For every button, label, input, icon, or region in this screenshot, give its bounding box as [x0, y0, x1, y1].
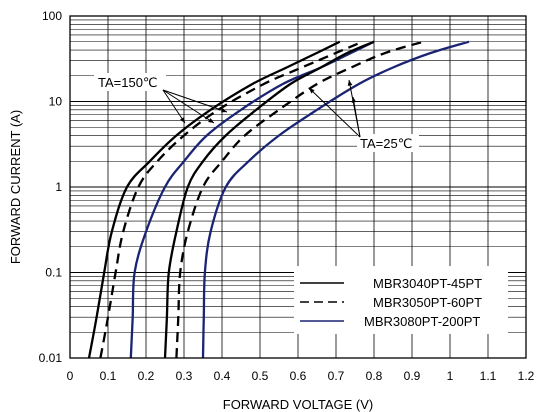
arrow-head [351, 97, 357, 103]
x-tick-label: 0.7 [328, 369, 345, 383]
arrow-head [309, 88, 315, 94]
legend-label-mbr3050: MBR3050PT-60PT [373, 295, 482, 310]
series-line [99, 40, 364, 359]
arrow-line [308, 87, 361, 138]
x-tick-label: 0.5 [252, 369, 269, 383]
annotation-ta25: TA=25℃ [357, 134, 419, 152]
legend-label-mbr3080: MBR3080PT-200PT [364, 314, 480, 329]
plot-frame [69, 15, 527, 359]
x-tick-label: 1.2 [518, 369, 535, 383]
x-tick-label: 0.1 [100, 369, 117, 383]
legend-label-mbr3040: MBR3040PT-45PT [373, 276, 482, 291]
x-tick-label: 0.4 [214, 369, 231, 383]
y-tick-label: 100 [42, 9, 62, 23]
tick-labels: 0 0.1 0.2 0.3 0.4 0.5 0.6 0.7 0.8 0.9 1 1.1 1.2 0.01 0… [39, 9, 535, 383]
series-line [175, 40, 424, 359]
series-line [163, 40, 375, 359]
x-axis-label: FORWARD VOLTAGE (V) [223, 397, 373, 412]
legend-box [294, 266, 508, 334]
x-tick-label: 0.9 [404, 369, 421, 383]
annotation-ta150-text: TA=150℃ [98, 75, 158, 90]
arrow-line [162, 89, 228, 113]
y-tick-label: 10 [49, 95, 63, 109]
y-tick-label: 0.1 [45, 266, 62, 280]
annotation-ta150: TA=150℃ [94, 73, 166, 91]
x-tick-label: 0.8 [366, 369, 383, 383]
x-tick-label: 0.6 [290, 369, 307, 383]
curves [87, 40, 470, 359]
annotation-arrows [162, 79, 361, 138]
arrow-head [208, 118, 214, 123]
arrow-line [352, 96, 361, 138]
x-tick-label: 0.2 [138, 369, 155, 383]
annotation-ta25-text: TA=25℃ [360, 136, 412, 151]
arrow-line [162, 89, 215, 124]
x-tick-label: 1 [447, 369, 454, 383]
arrow-line [162, 89, 186, 124]
x-tick-label: 0 [67, 369, 74, 383]
y-axis-label: FORWARD CURRENT (A) [8, 110, 23, 264]
series-line [87, 40, 341, 359]
y-tick-label: 0.01 [39, 351, 63, 365]
arrow-head [347, 80, 353, 86]
arrow-head [221, 107, 227, 113]
annotation-ta150-box [94, 73, 166, 91]
legend: MBR3040PT-45PT MBR3050PT-60PT MBR3080PT-… [294, 266, 508, 334]
series-line [201, 40, 470, 359]
x-tick-label: 0.3 [176, 369, 193, 383]
y-tick-label: 1 [55, 180, 62, 194]
annotation-ta25-box [357, 134, 419, 152]
x-tick-label: 1.1 [480, 369, 497, 383]
arrow-head [179, 117, 185, 123]
